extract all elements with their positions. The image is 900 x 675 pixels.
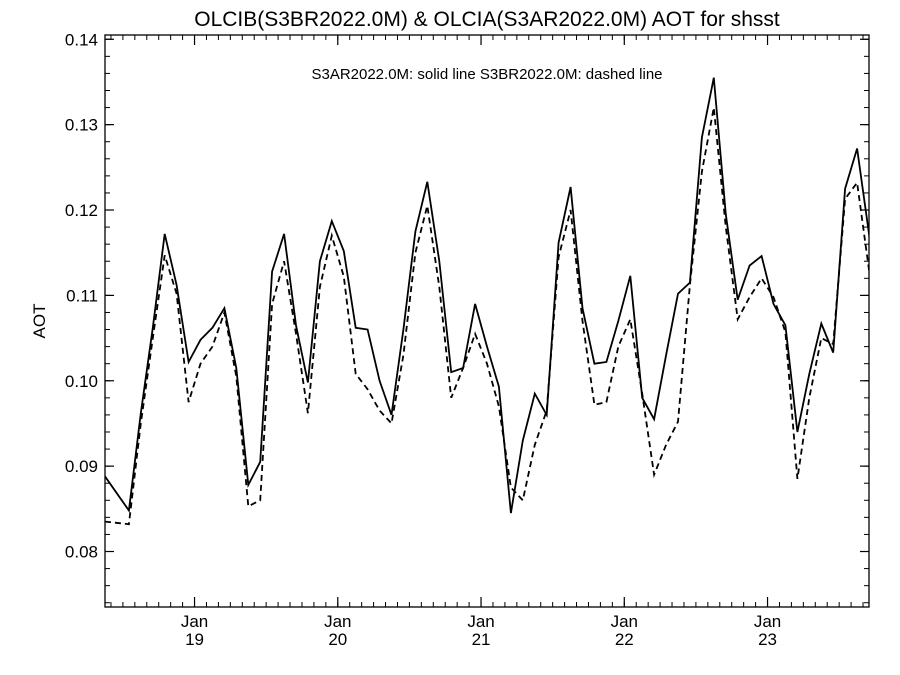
x-tick-label-month: Jan [611, 612, 638, 631]
chart-title: OLCIB(S3BR2022.0M) & OLCIA(S3AR2022.0M) … [194, 8, 780, 31]
y-tick-label: 0.09 [65, 457, 98, 476]
x-tick-label-year: 19 [185, 630, 204, 649]
y-tick-label: 0.10 [65, 372, 98, 391]
x-tick-label-year: 22 [615, 630, 634, 649]
axis-tick-labels: 0.080.090.100.110.120.130.14Jan19Jan20Ja… [65, 30, 781, 649]
x-tick-label-year: 23 [758, 630, 777, 649]
y-tick-label: 0.11 [66, 286, 98, 305]
y-tick-label: 0.08 [65, 543, 98, 562]
x-tick-label-month: Jan [754, 612, 781, 631]
y-tick-label: 0.13 [65, 116, 98, 135]
y-tick-label: 0.14 [65, 30, 98, 49]
x-tick-label-year: 21 [472, 630, 491, 649]
x-tick-label-month: Jan [467, 612, 494, 631]
x-tick-label-month: Jan [324, 612, 351, 631]
series-line-S3BR2022.0M [105, 107, 869, 526]
chart-annotation: S3AR2022.0M: solid line S3BR2022.0M: das… [311, 66, 662, 83]
series-layer [105, 77, 869, 526]
x-tick-label-month: Jan [181, 612, 208, 631]
series-line-S3AR2022.0M [105, 77, 869, 514]
plot-frame [104, 34, 870, 608]
axis-ticks [105, 35, 869, 607]
y-axis-label: AOT [30, 304, 49, 339]
x-tick-label-year: 20 [328, 630, 347, 649]
y-tick-label: 0.12 [65, 201, 98, 220]
